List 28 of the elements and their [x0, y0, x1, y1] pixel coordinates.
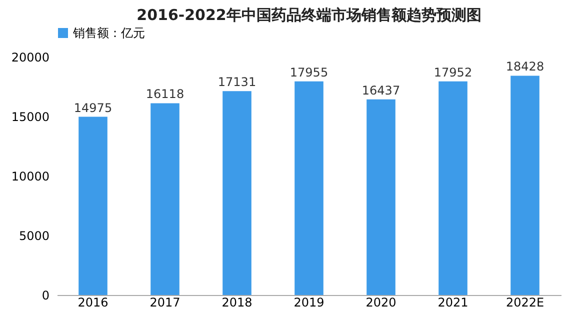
data-label: 16437: [362, 83, 400, 98]
x-tick-label: 2016: [78, 296, 108, 310]
x-tick-label: 2018: [222, 296, 252, 310]
bar: [510, 76, 540, 295]
bar: [222, 91, 252, 295]
data-label: 17131: [218, 75, 256, 90]
bar: [366, 99, 396, 295]
bar: [438, 81, 468, 295]
y-tick-label: 15000: [11, 110, 50, 124]
data-label: 17952: [434, 65, 472, 80]
bar: [294, 81, 324, 295]
legend-label: 销售额：亿元: [72, 26, 145, 40]
x-tick-label: 2021: [438, 296, 468, 310]
y-tick-label: 20000: [11, 50, 50, 64]
chart-title: 2016-2022年中国药品终端市场销售额趋势预测图: [136, 6, 482, 24]
y-tick-label: 0: [42, 288, 50, 302]
x-tick-label: 2022E: [506, 296, 544, 310]
y-tick-label: 10000: [11, 170, 50, 184]
x-tick-label: 2017: [150, 296, 180, 310]
data-label: 17955: [290, 65, 328, 80]
x-tick-label: 2020: [366, 296, 396, 310]
bar: [150, 103, 180, 295]
data-label: 18428: [506, 60, 544, 74]
bar: [78, 116, 108, 295]
y-tick-label: 5000: [18, 229, 50, 243]
data-label: 14975: [74, 100, 112, 115]
data-label: 16118: [146, 87, 184, 102]
x-tick-label: 2019: [294, 296, 324, 310]
